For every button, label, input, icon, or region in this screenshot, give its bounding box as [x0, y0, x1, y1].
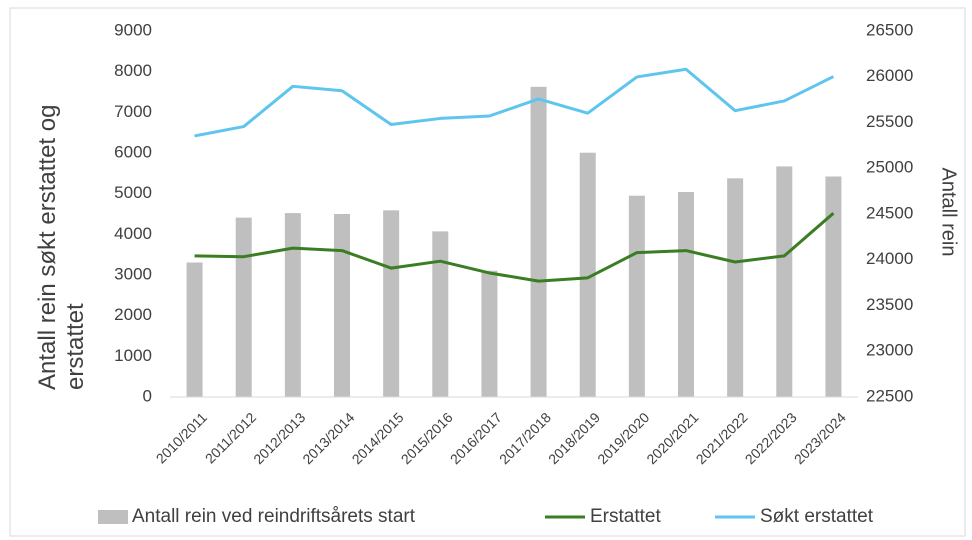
y-tick-label: 1000	[114, 346, 152, 365]
x-tick-label: 2021/2022	[693, 409, 751, 467]
y2-tick-label: 23500	[866, 295, 913, 314]
bar	[284, 213, 301, 397]
line-series	[194, 212, 835, 283]
y2-tick-label: 25500	[866, 112, 913, 131]
y2-axis-label: Antall rein	[938, 168, 960, 257]
bar	[383, 210, 400, 397]
bar	[334, 214, 350, 397]
y-tick-label: 7000	[114, 102, 152, 121]
y2-tick-label: 23000	[866, 341, 913, 360]
x-tick-label: 2016/2017	[447, 409, 505, 467]
x-tick-label: 2012/2013	[250, 409, 308, 467]
y2-tick-label: 26500	[866, 20, 913, 39]
y2-tick-label: 26000	[866, 66, 913, 85]
y2-tick-label: 25000	[866, 158, 913, 177]
y2-tick-label: 24500	[866, 203, 913, 222]
chart-border	[9, 7, 966, 537]
bar	[727, 178, 744, 397]
x-tick-label: 2010/2011	[153, 409, 211, 467]
x-tick-label: 2019/2020	[594, 409, 652, 467]
y-axis-label: Antall rein søkt erstattet og erstattet	[34, 104, 89, 390]
y-tick-label: 2000	[114, 305, 152, 324]
y-tick-label: 5000	[114, 183, 152, 202]
x-tick-label: 2014/2015	[349, 409, 407, 467]
x-tick-label: 2020/2021	[643, 409, 701, 467]
legend-swatch	[98, 510, 128, 524]
y-tick-label: 3000	[114, 264, 152, 283]
y-tick-label: 9000	[114, 20, 152, 39]
legend-label: Antall rein ved reindriftsårets start	[132, 506, 416, 527]
y-tick-label: 6000	[114, 142, 152, 161]
x-tick-label: 2013/2014	[299, 409, 357, 467]
y-tick-label: 0	[143, 386, 152, 405]
x-tick-label: 2017/2018	[496, 409, 554, 467]
x-tick-label: 2022/2023	[742, 409, 800, 467]
bar	[776, 166, 793, 397]
bar	[678, 192, 694, 397]
x-tick-label: 2015/2016	[398, 409, 456, 467]
legend-label: Søkt erstattet	[760, 506, 874, 527]
x-tick-label: 2023/2024	[791, 409, 849, 467]
y2-tick-label: 24000	[866, 249, 913, 268]
bar	[579, 152, 596, 397]
bar	[235, 217, 252, 397]
bar	[186, 262, 203, 397]
y-tick-label: 8000	[114, 61, 152, 80]
bar	[530, 86, 547, 397]
x-tick-label: 2018/2019	[545, 409, 603, 467]
bar	[628, 195, 645, 397]
line-series	[194, 67, 835, 138]
bar	[825, 176, 842, 397]
y-tick-label: 4000	[114, 224, 152, 243]
legend-label: Erstattet	[590, 506, 661, 527]
bar	[481, 270, 498, 397]
y2-tick-label: 22500	[866, 386, 913, 405]
bar	[432, 231, 449, 397]
x-tick-label: 2011/2012	[202, 409, 260, 467]
